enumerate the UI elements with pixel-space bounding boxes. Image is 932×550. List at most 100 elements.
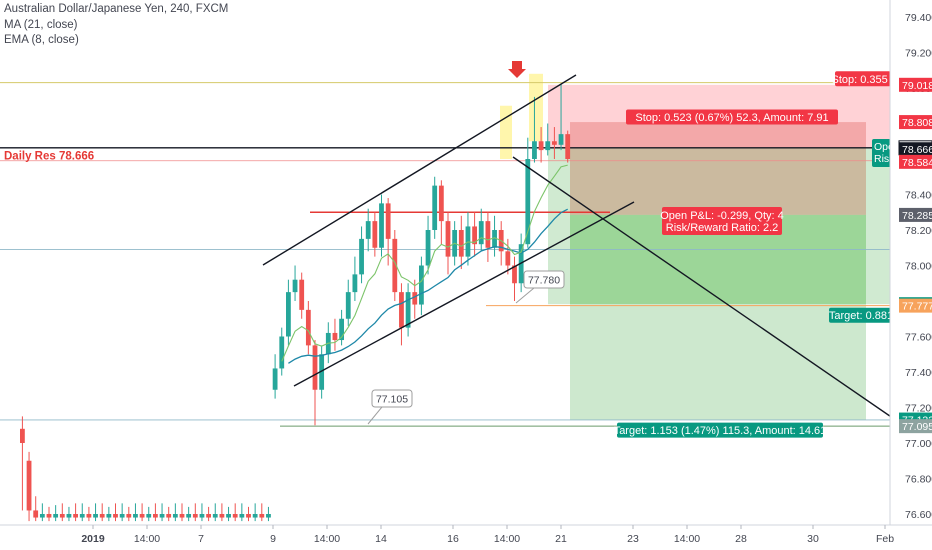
target-inner-label[interactable]: Target: 1.153 (1.47%) 115.3, Amount: 14.… [614, 422, 827, 438]
candle-1 [26, 451, 32, 522]
candle-7 [66, 506, 72, 522]
price-label-78.584[interactable]: 78.584 [899, 154, 932, 169]
open-pnl-bg [662, 207, 782, 235]
time-axis[interactable]: 2019 14:00 7 9 14:00 14 16 14:00 21 23 14:00 28 30 Fe… [0, 524, 932, 550]
price-label-79.018[interactable]: 79.018 [899, 77, 932, 92]
candle-body-5 [53, 514, 59, 518]
position-zones [500, 73, 890, 420]
time-tick-2: 7 [198, 533, 204, 545]
symbol-title[interactable]: Australian Dollar/Japanese Yen, 240, FXC… [4, 3, 229, 15]
price-label-77.095[interactable]: 77.095 [899, 419, 932, 434]
candle-67 [465, 212, 471, 266]
candle-body-42 [299, 279, 305, 310]
stop-inner-label[interactable]: Stop: 0.523 (0.67%) 52.3, Amount: 7.91 [626, 109, 838, 125]
candle-43 [305, 301, 311, 355]
candle-body-22 [166, 514, 172, 518]
price-tick-5: 78.400 [905, 190, 932, 202]
annotations[interactable]: Daily Res 78.666 Stop: 0.355 ( Stop: 0.523… [4, 71, 900, 438]
candle-body-30 [219, 514, 225, 518]
candle-44 [312, 340, 318, 426]
candle-body-13 [106, 514, 112, 518]
candle-body-69 [478, 221, 484, 245]
candle-body-2 [33, 510, 39, 518]
candle-body-24 [179, 514, 185, 518]
candle-body-56 [392, 238, 398, 293]
candle-body-71 [492, 230, 497, 248]
price-label-bg-0 [899, 77, 932, 92]
daily-res-label: Daily Res 78.666 [4, 150, 94, 162]
candle-body-1 [26, 460, 32, 511]
candle-body-63 [438, 185, 444, 222]
stop-outer-label[interactable]: Stop: 0.355 ( [832, 71, 895, 87]
candle-body-66 [458, 230, 464, 257]
candle-30 [219, 503, 225, 522]
candle-38 [272, 354, 278, 399]
candle-body-50 [352, 274, 358, 293]
target-inner-label-text: Target: 1.153 (1.47%) 115.3, Amount: 14.… [614, 425, 827, 437]
highlight-box-1 [500, 105, 512, 159]
callout-77105[interactable]: 77.105 [367, 389, 413, 425]
candle-24 [179, 503, 185, 522]
price-label-text-3: 78.666 [902, 144, 932, 156]
candle-body-53 [372, 221, 378, 248]
price-tick-6: 78.200 [905, 225, 932, 237]
candle-body-33 [239, 514, 245, 518]
price-tick-10: 77.400 [905, 367, 932, 379]
candle-73 [505, 238, 511, 275]
candle-29 [212, 503, 218, 522]
target-outer-label[interactable]: Target: 0.881 [829, 307, 893, 323]
candle-body-47 [332, 332, 338, 341]
candle-body-54 [379, 203, 384, 248]
candle-body-64 [445, 221, 451, 257]
candle-body-8 [73, 514, 78, 518]
price-label-text-5: 78.285 [902, 210, 932, 222]
candle-74 [512, 256, 517, 301]
target-zone-inner-light [570, 304, 866, 420]
price-label-78.808[interactable]: 78.808 [899, 115, 932, 130]
candle-body-81 [558, 134, 564, 145]
candle-body-31 [226, 514, 231, 518]
price-label-bg-7 [899, 298, 932, 313]
price-tick-1: 79.200 [905, 48, 932, 60]
ma-indicator-label[interactable]: MA (21, close) [4, 18, 78, 31]
candle-body-61 [425, 230, 431, 266]
price-tick-11: 77.200 [905, 403, 932, 415]
candle-body-51 [359, 238, 364, 275]
candle-66 [458, 215, 464, 270]
moving-averages [281, 164, 568, 364]
candle-70 [485, 212, 491, 262]
candle-body-20 [153, 514, 158, 518]
channel-lower-line[interactable] [293, 201, 635, 387]
candle-body-27 [199, 514, 205, 518]
candle-body-62 [432, 185, 438, 230]
candle-0 [20, 416, 25, 511]
candle-2 [33, 496, 39, 522]
candle-body-40 [286, 292, 291, 337]
price-label-77.777[interactable]: 77.777 [899, 298, 932, 313]
time-tick-11: 28 [735, 533, 747, 545]
time-tick-1: 14:00 [134, 533, 160, 545]
price-label-78.666[interactable]: 78.666 [899, 142, 932, 157]
ema-indicator-label[interactable]: EMA (8, close) [4, 34, 79, 46]
candle-54 [379, 194, 384, 257]
projection-line[interactable] [512, 156, 900, 423]
channel-upper-line[interactable] [262, 74, 577, 266]
candle-45 [319, 345, 325, 399]
time-tick-8: 21 [555, 533, 567, 545]
candle-40 [286, 279, 291, 346]
price-label-text-1: 78.808 [902, 117, 932, 129]
candle-78 [538, 127, 544, 163]
candle-body-68 [472, 226, 477, 245]
trendline-drawings[interactable] [262, 61, 900, 423]
candle-body-4 [46, 514, 52, 518]
candle-20 [153, 503, 158, 522]
candle-77 [532, 96, 537, 163]
candle-64 [445, 212, 451, 275]
price-axis[interactable]: 79.40079.20079.00078.80078.60078.40078.2… [889, 0, 932, 550]
price-label-78.285[interactable]: 78.285 [899, 207, 932, 222]
candle-body-48 [339, 318, 344, 341]
callout-77780[interactable]: 77.780 [515, 270, 565, 304]
